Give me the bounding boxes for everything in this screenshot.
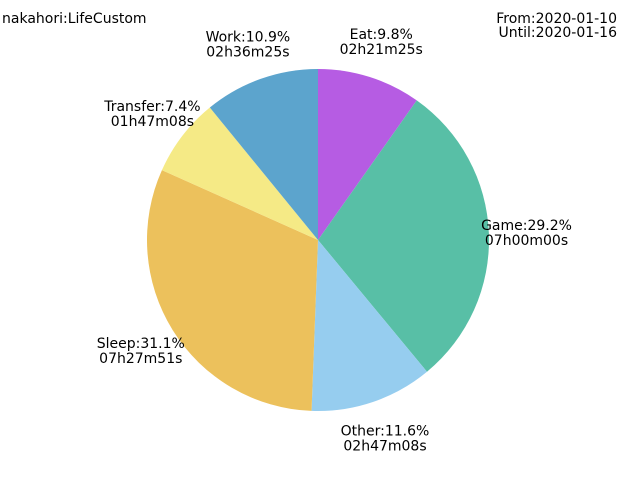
pie-labels: Eat:9.8% 02h21m25s Game:29.2% 07h00m00s Othe… xyxy=(97,27,572,454)
pie-slice-other xyxy=(311,240,427,412)
slice-label-name: Eat:9.8% xyxy=(350,27,413,43)
slice-label-duration: 02h36m25s xyxy=(206,45,289,61)
pie-slices xyxy=(146,69,489,412)
pie-slice-work xyxy=(209,69,318,240)
slice-label-transfer: Transfer:7.4% 01h47m08s xyxy=(103,99,200,130)
slice-label-work: Work:10.9% 02h36m25s xyxy=(206,30,291,61)
slice-label-sleep: Sleep:31.1% 07h27m51s xyxy=(97,336,185,367)
slice-label-other: Other:11.6% 02h47m08s xyxy=(341,424,430,455)
pie-slice-transfer xyxy=(161,107,318,240)
slice-label-game: Game:29.2% 07h00m00s xyxy=(481,218,572,249)
slice-label-duration: 07h00m00s xyxy=(485,233,568,249)
slice-label-name: Work:10.9% xyxy=(206,30,291,46)
slice-label-name: Transfer:7.4% xyxy=(103,99,200,115)
slice-label-name: Other:11.6% xyxy=(341,424,430,440)
slice-label-duration: 01h47m08s xyxy=(111,114,194,130)
pie-slice-sleep xyxy=(146,170,318,411)
slice-label-duration: 02h21m25s xyxy=(340,42,423,58)
slice-label-name: Sleep:31.1% xyxy=(97,336,185,352)
from-date-label: From:2020-01-10 xyxy=(496,11,617,27)
slice-label-duration: 02h47m08s xyxy=(343,439,426,455)
slice-label-eat: Eat:9.8% 02h21m25s xyxy=(340,27,423,58)
pie-slice-eat xyxy=(318,69,417,240)
until-date-label: Until:2020-01-16 xyxy=(499,25,618,41)
user-label: nakahori:LifeCustom xyxy=(2,11,147,27)
pie-slice-game xyxy=(318,100,489,372)
slice-label-duration: 07h27m51s xyxy=(99,351,182,367)
slice-label-name: Game:29.2% xyxy=(481,218,572,234)
